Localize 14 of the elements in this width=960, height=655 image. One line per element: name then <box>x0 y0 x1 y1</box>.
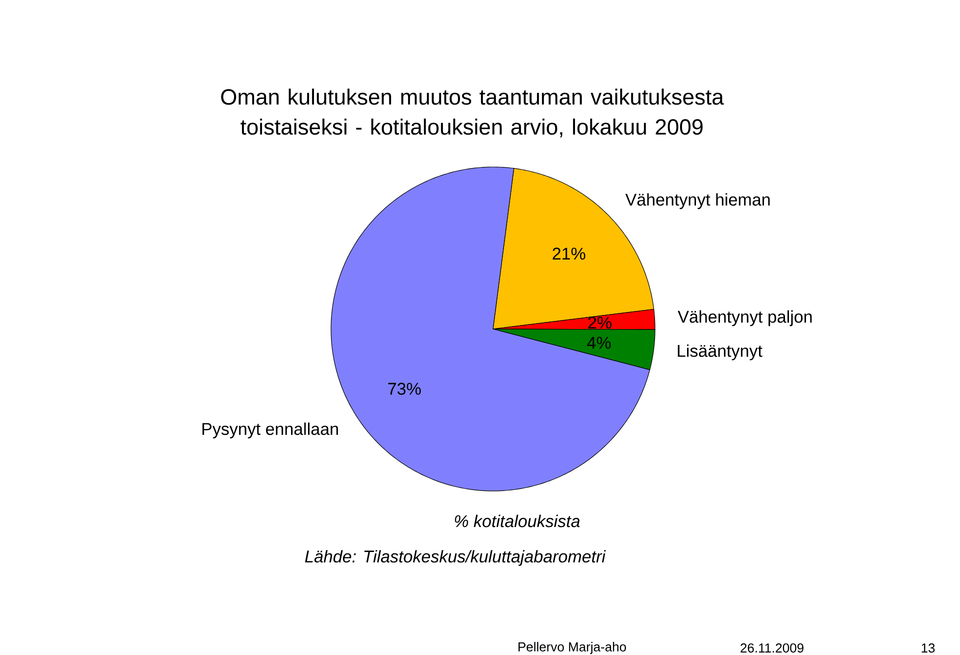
text: % kotitalouksista <box>454 514 580 528</box>
slice-label: Lisääntynyt <box>678 344 762 360</box>
data-label: 2% <box>588 316 612 329</box>
data-label: 73% <box>388 382 421 395</box>
data-label: 4% <box>587 336 611 349</box>
slice-label: Vähentynyt hieman <box>625 193 770 210</box>
slice-label: Pysynyt ennallaan <box>202 422 338 438</box>
chart-title: Oman kulutuksen muutos taantuman vaikutuksesta toistaiseksi - kotitalouksien arvio, lokakuu 2009 <box>221 88 724 138</box>
text: Pellervo Marja-aho <box>518 642 626 654</box>
data-label: 21% <box>552 248 586 260</box>
text: 26.11.2009 <box>740 643 804 653</box>
text: 13 <box>922 643 935 653</box>
slice-label: Vähentynyt paljon <box>678 310 812 326</box>
text: Lähde: Tilastokeskus/kuluttajabarometri <box>305 550 606 566</box>
